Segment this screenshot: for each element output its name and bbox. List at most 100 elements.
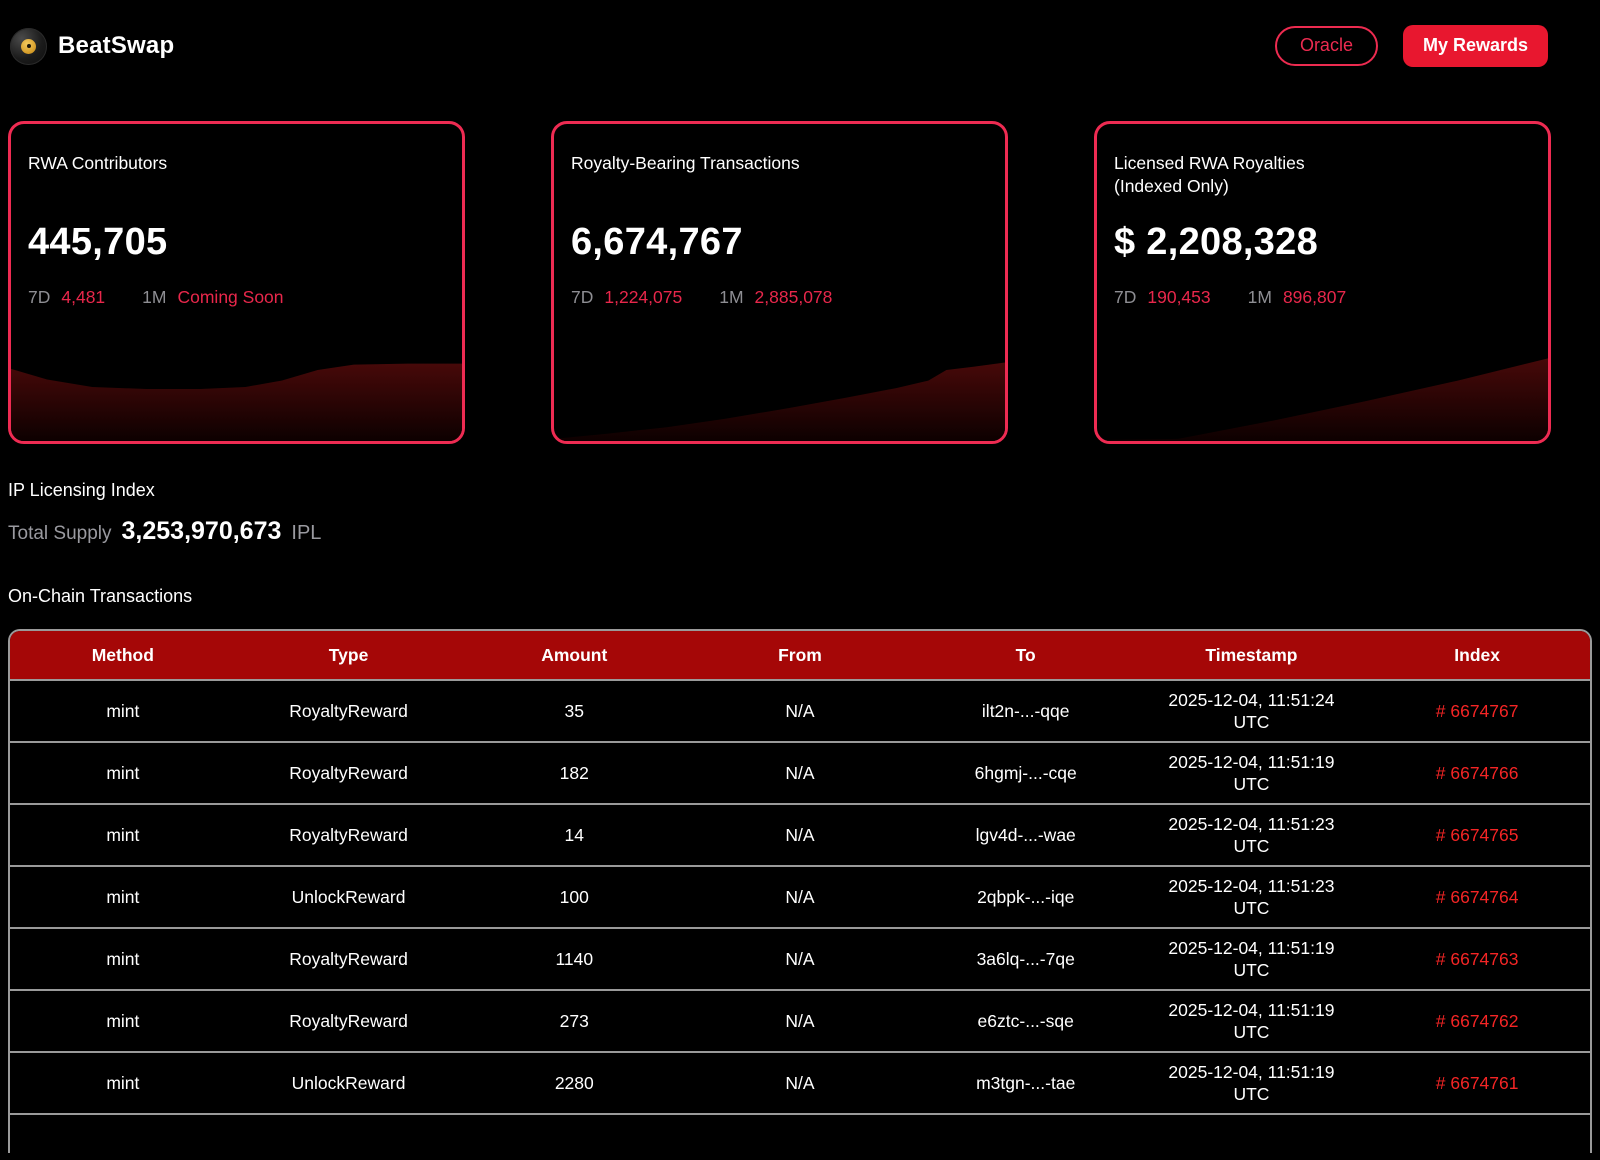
cell-index: # 6674764 [1364,886,1590,908]
ip-licensing-index-section: IP Licensing Index Total Supply 3,253,97… [8,480,1600,546]
cell-amount: 273 [559,1010,589,1031]
transactions-table: Method Type Amount From To Timestamp Ind… [8,629,1592,1153]
period-1m-label: 1M [142,287,167,307]
brand-name: BeatSwap [58,32,175,59]
cell-timestamp: 2025-12-04, 11:51:23 UTC [1168,875,1335,918]
transaction-index-link[interactable]: # 6674766 [1435,762,1519,783]
cell-to: 3a6lq-...-7qe [976,948,1075,969]
cell-type: UnlockReward [291,886,406,907]
column-header-timestamp: Timestamp [1205,644,1298,665]
cell-amount: 182 [559,762,589,783]
period-7d-value: 1,224,075 [604,287,683,307]
table-header-row: Method Type Amount From To Timestamp Ind… [10,631,1590,679]
top-bar: BeatSwap Oracle My Rewards [0,0,1600,70]
cell-amount: 35 [564,700,585,721]
column-header-amount: Amount [541,644,608,665]
oracle-button[interactable]: Oracle [1274,26,1378,66]
cell-amount: 2280 [554,1072,594,1093]
cell-to: 2qbpk-...-iqe [977,886,1075,907]
cell-from: N/A [785,1010,815,1031]
card-title: Royalty-Bearing Transactions [571,152,988,175]
card-title-text-line2: (Indexed Only) [1114,175,1229,196]
card-value: 445,705 [28,221,168,263]
stat-card-royalty-transactions: Royalty-Bearing Transactions 6,674,767 7… [551,121,1008,444]
card-title-text: Royalty-Bearing Transactions [571,153,800,173]
cell-to: lgv4d-...-wae [975,824,1076,845]
period-7d-value: 4,481 [61,287,106,307]
column-header-method: Method [91,644,154,665]
transaction-row: mint RoyaltyReward 182 N/A 6hgmj-...-cqe 2025… [10,741,1590,803]
cell-timestamp: 2025-12-04, 11:51:23 UTC [1168,813,1335,856]
cell-timestamp: 2025-12-04, 11:51:19 UTC [1168,937,1335,980]
period-7d-label: 7D [1114,287,1137,307]
cell-from: N/A [785,948,815,969]
transaction-index-link[interactable]: # 6674763 [1435,948,1519,969]
transaction-index-link[interactable]: # 6674762 [1435,1010,1519,1031]
card-value: $ 2,208,328 [1114,221,1319,263]
card-title-text: Licensed RWA Royalties [1114,153,1305,173]
transaction-row: mint RoyaltyReward 14 N/A lgv4d-...-wae 2025-… [10,803,1590,865]
transaction-row: mint RoyaltyReward 1140 N/A 3a6lq-...-7qe 202… [10,927,1590,989]
cell-index: # 6674765 [1364,824,1590,846]
cell-method: mint [106,1072,140,1093]
period-1m-label: 1M [719,287,744,307]
transaction-index-link[interactable]: # 6674767 [1435,700,1519,721]
onchain-transactions-heading: On-Chain Transactions [8,586,193,606]
cell-method: mint [106,824,140,845]
my-rewards-button[interactable]: My Rewards [1402,25,1548,67]
period-1m-value: 2,885,078 [754,287,833,307]
cell-method: mint [106,886,140,907]
transaction-row: mint UnlockReward 100 N/A 2qbpk-...-iqe 2025-… [10,865,1590,927]
sparkline-chart [1097,358,1548,441]
cell-type: RoyaltyReward [289,762,408,783]
cell-from: N/A [785,886,815,907]
stat-card-licensed-royalties: Licensed RWA Royalties (Indexed Only) $ … [1094,121,1551,444]
card-periods: 7D 4,481 1M Coming Soon [28,287,284,308]
cell-amount: 14 [564,824,585,845]
cell-method: mint [106,762,140,783]
cell-type: RoyaltyReward [289,948,408,969]
sparkline-chart [11,363,462,441]
total-supply-line: Total Supply 3,253,970,673 IPL [8,517,1600,546]
brand: BeatSwap [10,27,175,65]
total-supply-label: Total Supply [8,523,112,544]
card-periods: 7D 190,453 1M 896,807 [1114,287,1346,308]
cell-type: RoyaltyReward [289,1010,408,1031]
period-7d-label: 7D [28,287,51,307]
stat-cards-row: RWA Contributors 445,705 7D 4,481 1M Com… [0,121,1600,444]
period-1m-value: Coming Soon [177,287,284,307]
card-periods: 7D 1,224,075 1M 2,885,078 [571,287,832,308]
transaction-index-link[interactable]: # 6674764 [1435,886,1519,907]
cell-to: e6ztc-...-sqe [977,1010,1074,1031]
column-header-index: Index [1454,644,1500,665]
cell-to: 6hgmj-...-cqe [974,762,1077,783]
cell-index: # 6674761 [1364,1072,1590,1094]
cell-amount: 100 [559,886,589,907]
ip-licensing-heading: IP Licensing Index [8,480,155,500]
transaction-row-partial [10,1113,1590,1153]
cell-method: mint [106,700,140,721]
cell-index: # 6674767 [1364,700,1590,722]
cell-method: mint [106,1010,140,1031]
cell-timestamp: 2025-12-04, 11:51:24 UTC [1168,689,1335,732]
stat-card-rwa-contributors: RWA Contributors 445,705 7D 4,481 1M Com… [8,121,465,444]
total-supply-value: 3,253,970,673 [121,517,282,545]
transaction-index-link[interactable]: # 6674761 [1435,1072,1519,1093]
period-1m-label: 1M [1247,287,1272,307]
card-title-text: RWA Contributors [28,153,168,173]
card-value: 6,674,767 [571,221,743,263]
top-actions: Oracle My Rewards [1274,25,1548,67]
total-supply-unit: IPL [291,522,322,544]
cell-index: # 6674763 [1364,948,1590,970]
cell-amount: 1140 [555,948,594,969]
column-header-to: To [1015,644,1036,665]
cell-timestamp: 2025-12-04, 11:51:19 UTC [1168,999,1335,1042]
transaction-row: mint RoyaltyReward 35 N/A ilt2n-...-qqe 2025-… [10,679,1590,741]
cell-index: # 6674766 [1364,762,1590,784]
transaction-row: mint UnlockReward 2280 N/A m3tgn-...-tae 2025… [10,1051,1590,1113]
transaction-index-link[interactable]: # 6674765 [1435,824,1519,845]
cell-type: RoyaltyReward [289,700,408,721]
cell-type: UnlockReward [291,1072,406,1093]
cell-to: ilt2n-...-qqe [981,700,1070,721]
